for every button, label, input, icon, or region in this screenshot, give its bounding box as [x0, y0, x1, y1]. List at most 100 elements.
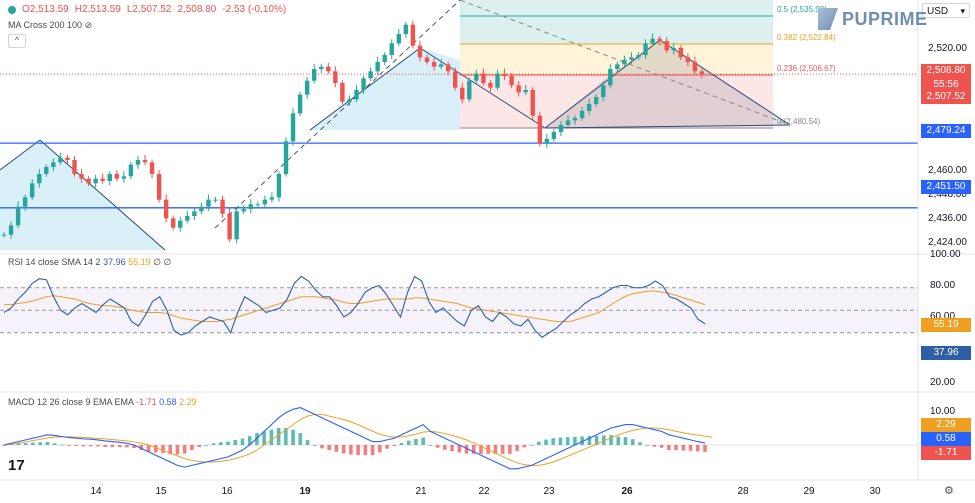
macd-histogram-bar [688, 445, 693, 451]
triangle-shade-mid [310, 48, 460, 130]
macd-histogram-bar [565, 437, 570, 445]
price-candles [1, 20, 705, 244]
macd-histogram-bar [652, 445, 657, 447]
candle-body [178, 220, 183, 228]
candle-body [375, 61, 380, 72]
rsi-value-tag: 37.96 [921, 346, 971, 360]
macd-pane [0, 407, 918, 470]
time-axis-tick: 15 [155, 486, 167, 497]
candle-body [502, 73, 507, 76]
macd-histogram-bar [45, 441, 50, 445]
time-axis-tick: 16 [221, 486, 233, 497]
macd-histogram-bar [233, 439, 238, 445]
macd-histogram-bar [74, 445, 79, 447]
candle-body [572, 117, 578, 121]
macd-histogram-bar [529, 445, 534, 446]
candle-body [608, 68, 613, 86]
time-axis-tick: 22 [478, 486, 490, 497]
macd-histogram-bar [450, 445, 454, 452]
macd-histogram-bar [667, 445, 671, 451]
macd-histogram-bar [341, 445, 346, 454]
candle-body [22, 197, 28, 207]
macd-histogram-bar [544, 439, 548, 445]
candle-body [340, 82, 345, 102]
candle-body [523, 89, 528, 93]
candle-body [594, 96, 599, 104]
macd-line [3, 407, 706, 470]
candle-body [213, 199, 218, 201]
macd-histogram-bar [16, 443, 21, 445]
time-axis-tick: 14 [90, 486, 102, 497]
macd-histogram-bar [594, 435, 599, 445]
macd-histogram-bar [536, 441, 541, 445]
candle-body [629, 57, 634, 60]
candle-body [37, 173, 42, 184]
candle-body [410, 24, 416, 46]
macd-histogram-bar [602, 435, 606, 445]
macd-histogram-bar [226, 441, 230, 445]
eye-off-icon[interactable]: ⊘ [84, 20, 93, 30]
tradingview-logo[interactable]: 17 [8, 457, 25, 474]
macd-histogram-bar [638, 442, 642, 445]
candle-body [312, 68, 317, 81]
candle-body [354, 89, 359, 100]
collapse-legend-button[interactable]: ^ [8, 34, 26, 48]
macd-histogram-bar [182, 445, 187, 454]
settings-gear-icon[interactable]: ⚙ [944, 485, 954, 497]
fib-zone-amber [460, 44, 773, 75]
macd-histogram-bar [125, 445, 129, 448]
candle-body [664, 41, 669, 51]
candle-body [467, 80, 472, 100]
macd-histogram-bar [81, 445, 86, 447]
candle-body [326, 66, 331, 72]
candle-body [114, 173, 119, 179]
candle-body [537, 115, 542, 144]
macd-histogram-bar [674, 445, 678, 451]
candle-body [220, 199, 225, 214]
fib-zone-green [460, 0, 773, 44]
macd-histogram-bar [60, 444, 64, 446]
macd-histogram-bar [88, 445, 93, 447]
candle-body [149, 162, 155, 174]
macd-histogram-bar [23, 442, 28, 445]
macd-histogram-bar [609, 435, 613, 445]
macd-histogram-bar [435, 445, 440, 448]
close-value: 2,508.80 [177, 4, 217, 15]
candle-body [650, 38, 655, 44]
macd-histogram-bar [363, 445, 368, 456]
macd-histogram-bar [471, 445, 476, 454]
fib-level-label: 0.236 (2,506.67) [777, 64, 836, 73]
time-axis-tick: 23 [543, 486, 555, 497]
time-axis-tick: 30 [869, 486, 881, 497]
ma-cross-label[interactable]: MA Cross 200 100 ⊘ [8, 20, 93, 30]
macd-histogram-bar [204, 445, 209, 446]
price-axis-tick: 2,424.00 [928, 237, 967, 248]
candle-body [65, 157, 70, 160]
candle-body [382, 54, 387, 62]
fib-level-label: 0.5 (2,535.90) [777, 5, 827, 14]
rsi-axis-tick: 100.00 [930, 249, 961, 260]
candle-body [319, 66, 324, 69]
currency-selector[interactable]: USD [922, 3, 970, 19]
macd-histogram-bar [356, 445, 360, 456]
ohlc-legend: O2,513.59 H2,513.59 L2,507.52 2,508.80 -… [8, 4, 286, 15]
price-axis: 2,520.00 2,460.00 2,448.00 2,436.00 2,424.00… [928, 43, 967, 417]
candle-body [417, 45, 423, 58]
candle-body [185, 215, 190, 221]
macd-histogram-bar [2, 445, 6, 446]
level-tag-1: 2,479.24 [921, 124, 971, 138]
macd-histogram-bar [370, 445, 375, 456]
rsi-label[interactable]: RSI 14 close SMA 14 2 37.96 55.19 ∅ ∅ [8, 257, 172, 267]
macd-histogram-bar [493, 445, 498, 454]
candle-body [79, 173, 84, 179]
macd-histogram-bar [508, 445, 512, 454]
trend-line [544, 39, 661, 129]
macd-label[interactable]: MACD 12 26 close 9 EMA EMA -1.71 0.58 2.… [8, 397, 197, 407]
candle-body [495, 73, 500, 88]
low-value: L2,507.52 [126, 4, 172, 15]
candle-body [692, 61, 698, 72]
macd-histogram-bar [146, 445, 151, 452]
candle-body [297, 94, 303, 114]
candle-body [199, 206, 204, 212]
